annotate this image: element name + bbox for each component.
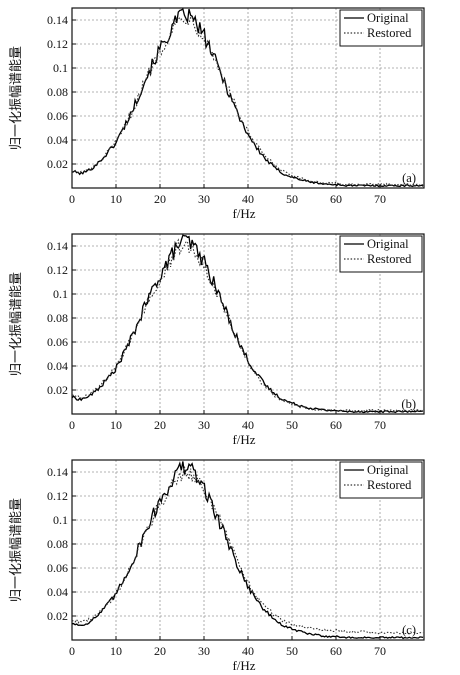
x-tick-label: 0 [69, 418, 75, 432]
y-tick-label: 0.14 [47, 13, 68, 27]
y-tick-label: 0.02 [47, 609, 68, 623]
y-tick-label: 0.06 [47, 335, 68, 349]
x-tick-label: 50 [286, 192, 298, 206]
y-tick-label: 0.06 [47, 561, 68, 575]
legend-label-original: Original [367, 11, 409, 25]
chart-panel-a: 0 10 20 30 40 50 60 70 0.02 0.04 0.06 0.08 0.1 0.12 0.… [8, 7, 425, 221]
x-axis-label: f/Hz [232, 658, 255, 673]
legend-label-restored: Restored [367, 478, 412, 492]
series-line-original [71, 461, 424, 640]
series-line-original [71, 8, 424, 188]
chart-panel-b: 0 10 20 30 40 50 60 70 0.02 0.04 0.06 0.08 0.1 0.12 0.… [8, 233, 425, 447]
x-tick-label: 30 [198, 418, 210, 432]
y-axis-label: 归一化振幅谱能量 [8, 498, 23, 602]
x-tick-label: 0 [69, 192, 75, 206]
y-tick-label: 0.14 [47, 239, 68, 253]
series-line-restored [71, 16, 424, 187]
legend-box [339, 235, 423, 273]
y-tick-label: 0.12 [47, 37, 68, 51]
x-tick-label: 10 [110, 644, 122, 658]
panel-label: (c) [402, 623, 416, 637]
x-tick-label: 10 [110, 192, 122, 206]
legend-label-restored: Restored [367, 26, 412, 40]
y-tick-label: 0.12 [47, 263, 68, 277]
y-tick-label: 0.08 [47, 537, 68, 551]
y-tick-label: 0.04 [47, 133, 68, 147]
y-tick-label: 0.1 [53, 287, 68, 301]
y-tick-label: 0.02 [47, 383, 68, 397]
panel-label: (b) [401, 397, 416, 411]
y-tick-label: 0.02 [47, 157, 68, 171]
y-axis-label: 归一化振幅谱能量 [8, 272, 23, 376]
y-tick-label: 0.1 [53, 513, 68, 527]
x-tick-label: 20 [154, 644, 166, 658]
y-tick-label: 0.14 [47, 465, 68, 479]
y-tick-label: 0.08 [47, 85, 68, 99]
panel-label: (a) [402, 171, 416, 185]
legend-label-original: Original [367, 237, 409, 251]
y-axis-label: 归一化振幅谱能量 [8, 46, 23, 150]
x-tick-label: 70 [374, 418, 386, 432]
series-line-original [71, 234, 424, 414]
x-tick-label: 50 [286, 644, 298, 658]
x-tick-label: 20 [154, 192, 166, 206]
series-line-restored [71, 466, 424, 635]
x-tick-label: 0 [69, 644, 75, 658]
chart-panel-c: 0 10 20 30 40 50 60 70 0.02 0.04 0.06 0.08 0.1 0.12 0.… [8, 459, 425, 673]
series-line-restored [71, 238, 424, 412]
y-tick-label: 0.04 [47, 359, 68, 373]
x-tick-label: 40 [242, 644, 254, 658]
y-tick-label: 0.1 [53, 61, 68, 75]
x-axis-label: f/Hz [232, 206, 255, 221]
x-tick-label: 60 [330, 192, 342, 206]
x-tick-label: 70 [374, 192, 386, 206]
y-tick-label: 0.08 [47, 311, 68, 325]
x-tick-label: 50 [286, 418, 298, 432]
y-tick-label: 0.06 [47, 109, 68, 123]
legend-label-original: Original [367, 463, 409, 477]
x-tick-label: 40 [242, 192, 254, 206]
x-axis-label: f/Hz [232, 432, 255, 447]
x-tick-label: 30 [198, 644, 210, 658]
x-tick-label: 60 [330, 418, 342, 432]
legend-label-restored: Restored [367, 252, 412, 266]
x-tick-label: 30 [198, 192, 210, 206]
x-tick-label: 40 [242, 418, 254, 432]
y-tick-label: 0.12 [47, 489, 68, 503]
y-tick-label: 0.04 [47, 585, 68, 599]
legend-box [339, 9, 423, 47]
x-tick-label: 10 [110, 418, 122, 432]
x-tick-label: 20 [154, 418, 166, 432]
x-tick-label: 70 [374, 644, 386, 658]
x-tick-label: 60 [330, 644, 342, 658]
legend-box [339, 461, 423, 499]
